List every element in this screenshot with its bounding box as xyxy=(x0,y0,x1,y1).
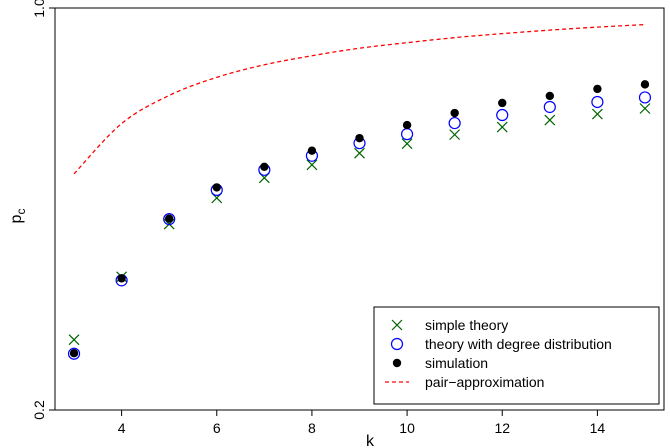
series-2 xyxy=(67,91,652,360)
data-point xyxy=(401,138,413,150)
legend-label: simulation xyxy=(425,355,488,371)
data-point xyxy=(402,120,412,130)
data-point xyxy=(593,84,602,94)
data-point xyxy=(498,98,507,108)
data-point xyxy=(449,129,461,141)
data-point xyxy=(67,347,81,360)
data-point xyxy=(591,95,604,109)
x-tick-label: 6 xyxy=(213,420,221,436)
y-axis-label-group: pc xyxy=(8,209,28,224)
y-axis-label-subscript: c xyxy=(14,209,28,215)
data-point xyxy=(68,334,80,346)
data-point xyxy=(543,100,556,114)
x-tick-label: 8 xyxy=(308,420,316,436)
data-point xyxy=(639,103,651,114)
x-axis: 4 6 8 10 12 14 xyxy=(118,410,606,436)
data-point xyxy=(307,146,317,155)
series-4 xyxy=(73,23,646,175)
pair-approximation-curve xyxy=(73,23,646,175)
data-point xyxy=(163,212,176,226)
legend-label: pair−approximation xyxy=(425,374,544,390)
data-point xyxy=(69,349,79,358)
x-axis-label: k xyxy=(366,433,375,448)
data-point xyxy=(164,214,174,223)
data-point xyxy=(212,183,221,192)
data-point xyxy=(355,133,364,143)
legend-swatch xyxy=(391,319,403,331)
data-point xyxy=(544,114,556,126)
legend-label: simple theory xyxy=(425,317,508,333)
data-point xyxy=(448,116,461,130)
legend-box xyxy=(373,306,660,405)
data-point xyxy=(306,159,318,171)
data-point xyxy=(496,108,509,122)
y-axis-label-main: p xyxy=(8,214,25,223)
data-point xyxy=(638,91,652,104)
series-layer xyxy=(67,23,652,360)
data-point xyxy=(450,108,459,118)
legend: simple theory theory with degree distribu… xyxy=(373,306,660,405)
data-point xyxy=(640,80,650,89)
legend-swatch xyxy=(392,358,402,368)
legend-swatch xyxy=(390,337,404,351)
x-tick-label: 10 xyxy=(399,420,415,436)
y-tick-label: 1.0 xyxy=(31,0,47,18)
data-point xyxy=(591,108,603,120)
x-tick-label: 4 xyxy=(118,420,126,436)
y-axis: 0.2 1.0 xyxy=(31,0,55,420)
y-axis-label: pc xyxy=(8,209,28,224)
data-point xyxy=(496,121,508,133)
data-point xyxy=(545,91,555,101)
series-3 xyxy=(69,80,650,358)
y-tick-label: 0.2 xyxy=(31,400,47,420)
data-point xyxy=(400,128,414,141)
data-point xyxy=(117,274,126,283)
data-point xyxy=(354,147,365,159)
data-point xyxy=(260,162,269,171)
legend-label: theory with degree distribution xyxy=(425,336,612,352)
x-tick-label: 14 xyxy=(590,420,606,436)
x-tick-label: 12 xyxy=(494,420,510,436)
plot-frame xyxy=(54,7,665,411)
